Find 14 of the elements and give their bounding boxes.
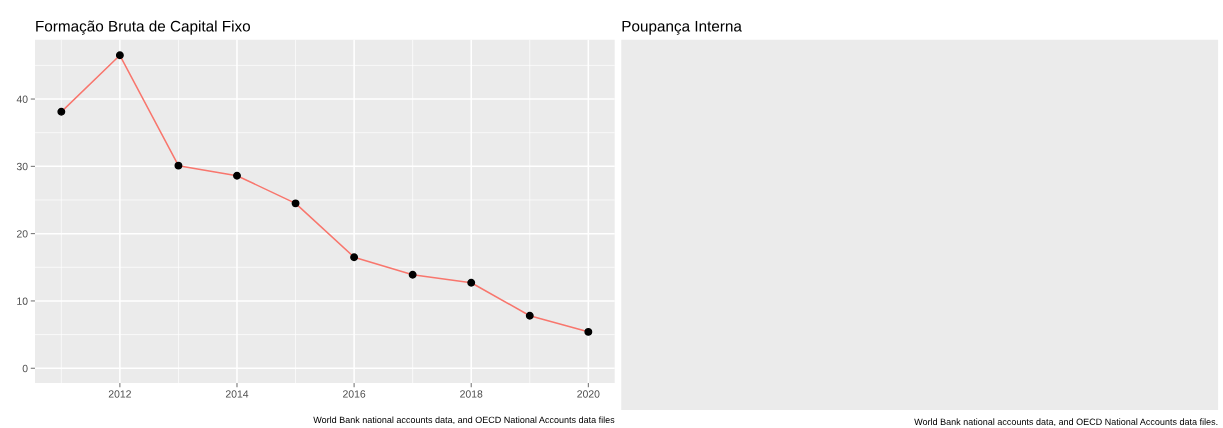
y-tick-label: 0 (22, 364, 28, 373)
text: Poupança Interna (622, 20, 742, 35)
x-tick-label: 2016 (343, 390, 366, 398)
x-tick-label: 2020 (577, 390, 600, 398)
y-tick-label: 20 (16, 230, 28, 238)
text: World Bank national accounts data, and OECD National Accounts data files. (914, 418, 1218, 427)
x-tick-label: 2018 (460, 390, 483, 398)
x-tick-label: 2014 (225, 390, 249, 398)
chart-title: Formação Bruta de Capital Fixo (36, 20, 251, 35)
x-tick-label: 2012 (108, 390, 131, 398)
text: World Bank national accounts data, and OECD National Accounts data files (313, 416, 615, 425)
y-tick-label: 40 (16, 95, 28, 103)
y-tick-label: 10 (17, 297, 28, 305)
y-tick-label: 30 (16, 162, 28, 171)
